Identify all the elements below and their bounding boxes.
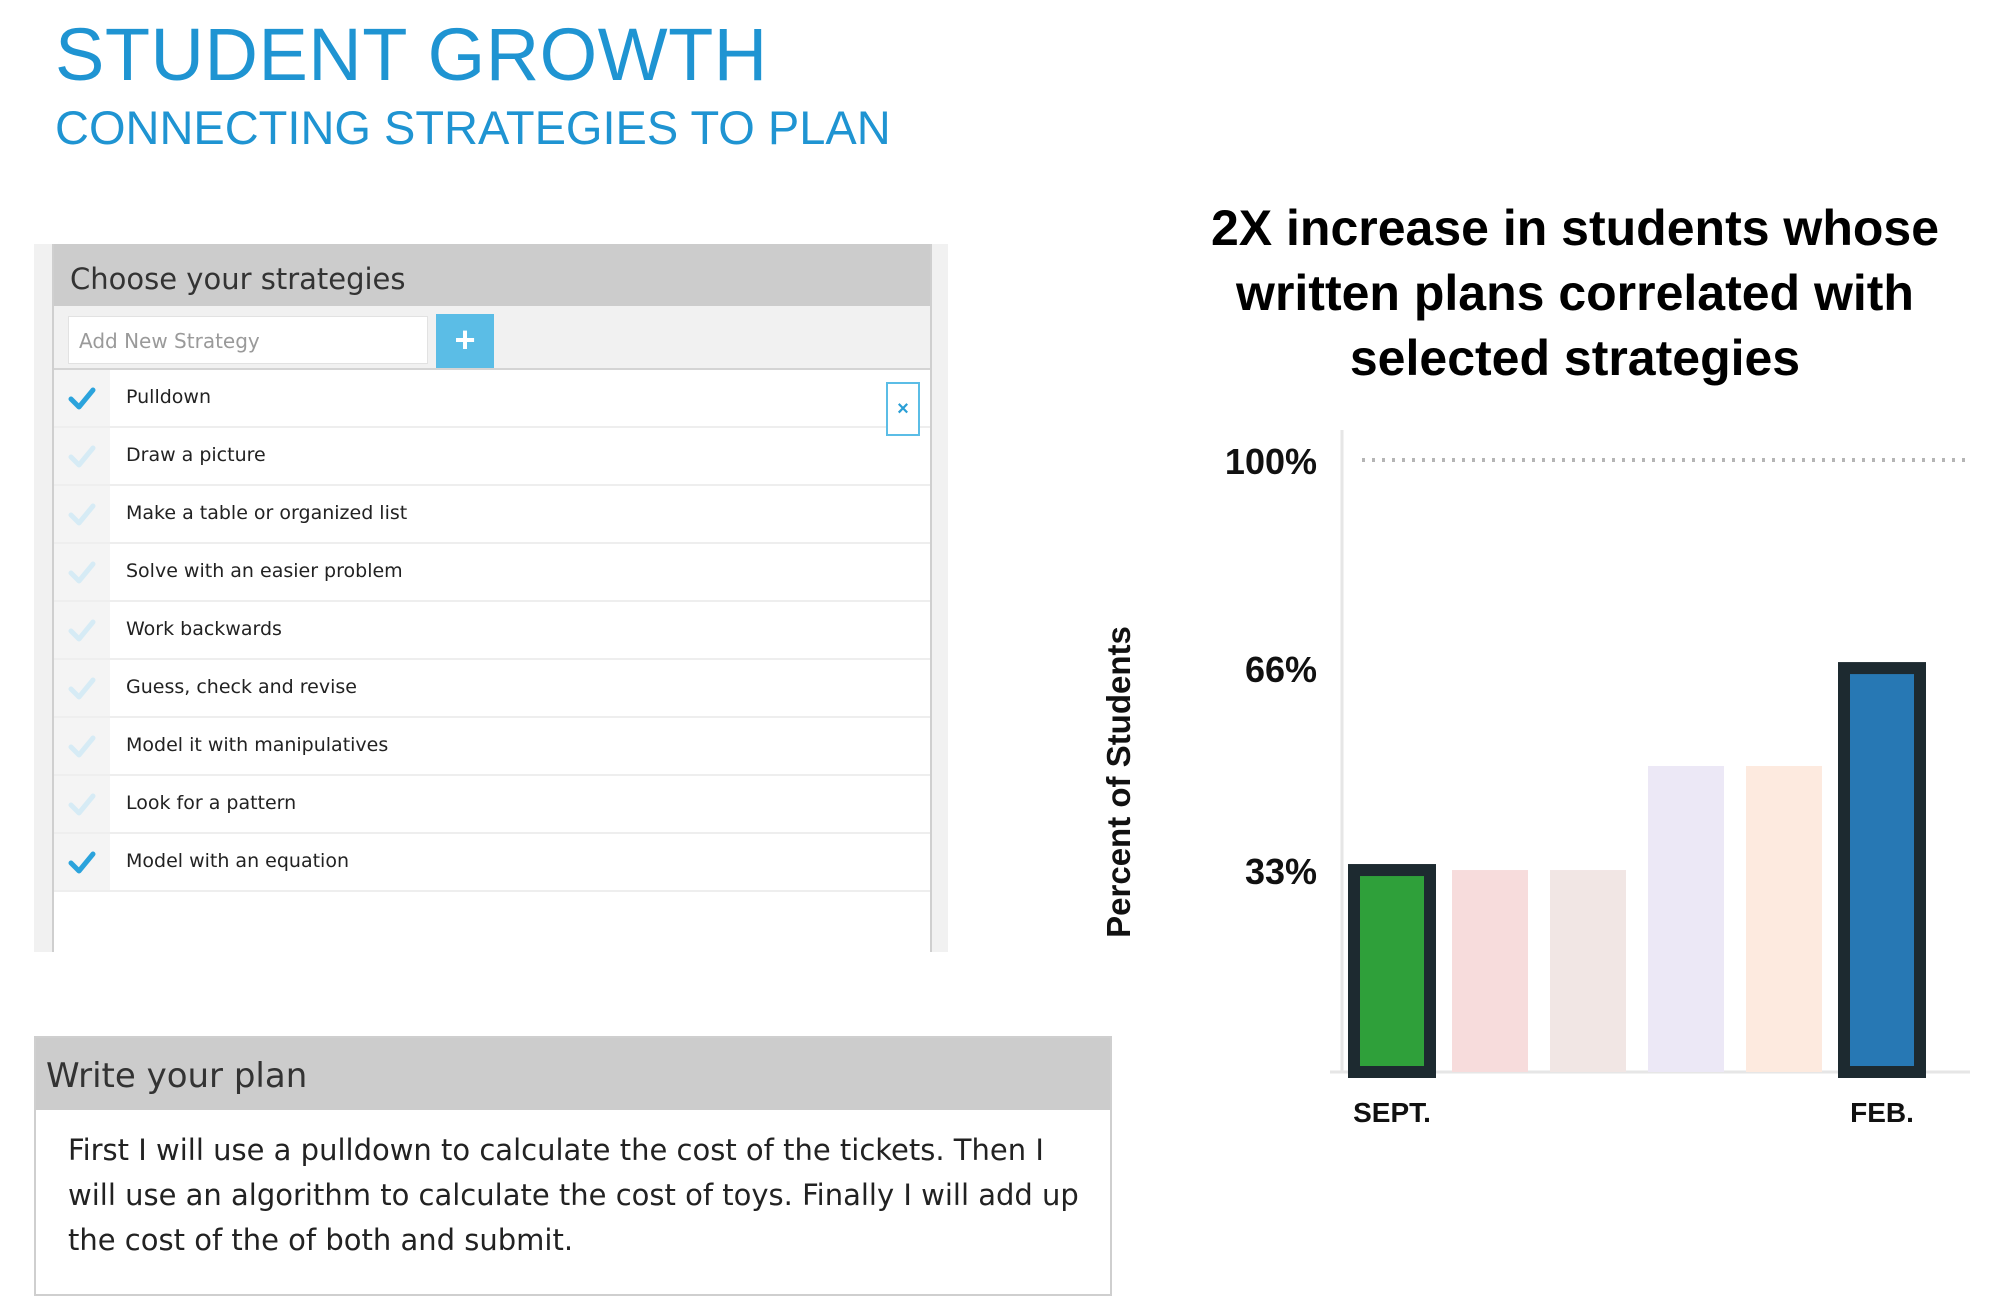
add-strategy-row: Add New Strategy +	[54, 306, 930, 370]
strategy-label: Guess, check and revise	[126, 676, 357, 698]
checkmark-icon	[68, 674, 96, 702]
bar	[1348, 864, 1436, 1079]
strategy-label: Model with an equation	[126, 850, 349, 872]
remove-strategy-button[interactable]: ×	[886, 382, 920, 436]
strategies-card: Choose your strategies Add New Strategy …	[52, 244, 932, 952]
y-tick-label: 100%	[1225, 441, 1317, 482]
strategy-item[interactable]: Look for a pattern	[54, 776, 930, 834]
strategy-checkbox[interactable]	[54, 776, 110, 832]
strategy-item[interactable]: Model with an equation	[54, 834, 930, 892]
bar	[1746, 766, 1822, 1072]
add-strategy-button[interactable]: +	[436, 314, 494, 368]
strategy-checkbox[interactable]	[54, 544, 110, 600]
plan-panel: Write your plan First I will use a pulld…	[34, 1036, 1112, 1296]
y-tick-label: 66%	[1245, 649, 1317, 690]
chart-heading: 2X increase in students whose written pl…	[1210, 200, 1940, 386]
strategy-checkbox[interactable]	[54, 718, 110, 774]
y-axis-label: Percent of Students	[1100, 626, 1137, 938]
strategy-checkbox[interactable]	[54, 370, 110, 426]
checkmark-icon	[68, 848, 96, 876]
strategy-item[interactable]: Guess, check and revise	[54, 660, 930, 718]
strategy-item[interactable]: Solve with an easier problem	[54, 544, 930, 602]
strategy-label: Model it with manipulatives	[126, 734, 389, 756]
bar	[1838, 662, 1926, 1079]
strategies-header: Choose your strategies	[54, 244, 930, 306]
strategy-label: Solve with an easier problem	[126, 560, 403, 582]
checkmark-icon	[68, 558, 96, 586]
y-tick-label: 33%	[1245, 851, 1317, 892]
strategies-panel: Choose your strategies Add New Strategy …	[34, 244, 948, 952]
strategy-item[interactable]: Model it with manipulatives	[54, 718, 930, 776]
strategy-label: Make a table or organized list	[126, 502, 408, 524]
strategy-checkbox[interactable]	[54, 428, 110, 484]
add-strategy-input[interactable]: Add New Strategy	[68, 316, 428, 364]
x-tick-label: SEPT.	[1353, 1097, 1431, 1128]
checkmark-icon	[68, 732, 96, 760]
strategy-label: Draw a picture	[126, 444, 266, 466]
checkmark-icon	[68, 790, 96, 818]
checkmark-icon	[68, 384, 96, 412]
bar	[1648, 766, 1724, 1072]
strategy-item[interactable]: Work backwards	[54, 602, 930, 660]
page-title: STUDENT GROWTH	[55, 13, 768, 96]
strategy-item[interactable]: Draw a picture	[54, 428, 930, 486]
strategy-checkbox[interactable]	[54, 834, 110, 890]
strategy-label: Pulldown	[126, 386, 211, 408]
checkmark-icon	[68, 442, 96, 470]
checkmark-icon	[68, 616, 96, 644]
strategy-checkbox[interactable]	[54, 602, 110, 658]
strategy-checkbox[interactable]	[54, 486, 110, 542]
bar	[1550, 870, 1626, 1072]
bar	[1452, 870, 1528, 1072]
plan-header: Write your plan	[36, 1038, 1110, 1110]
page-subtitle: CONNECTING STRATEGIES TO PLAN	[55, 101, 891, 154]
strategy-list: Pulldown × Draw a picture Make a table or o…	[54, 370, 930, 892]
bar-chart: 100% 66% 33% Percent of Students SEPT. FEB.	[1100, 430, 1970, 1128]
strategy-item[interactable]: Pulldown ×	[54, 370, 930, 436]
strategy-label: Look for a pattern	[126, 792, 297, 814]
checkmark-icon	[68, 500, 96, 528]
strategy-item[interactable]: Make a table or organized list	[54, 486, 930, 544]
x-tick-label: FEB.	[1850, 1097, 1914, 1128]
plan-textarea[interactable]: First I will use a pulldown to calculate…	[68, 1133, 1079, 1257]
strategy-checkbox[interactable]	[54, 660, 110, 716]
strategy-label: Work backwards	[126, 618, 282, 640]
